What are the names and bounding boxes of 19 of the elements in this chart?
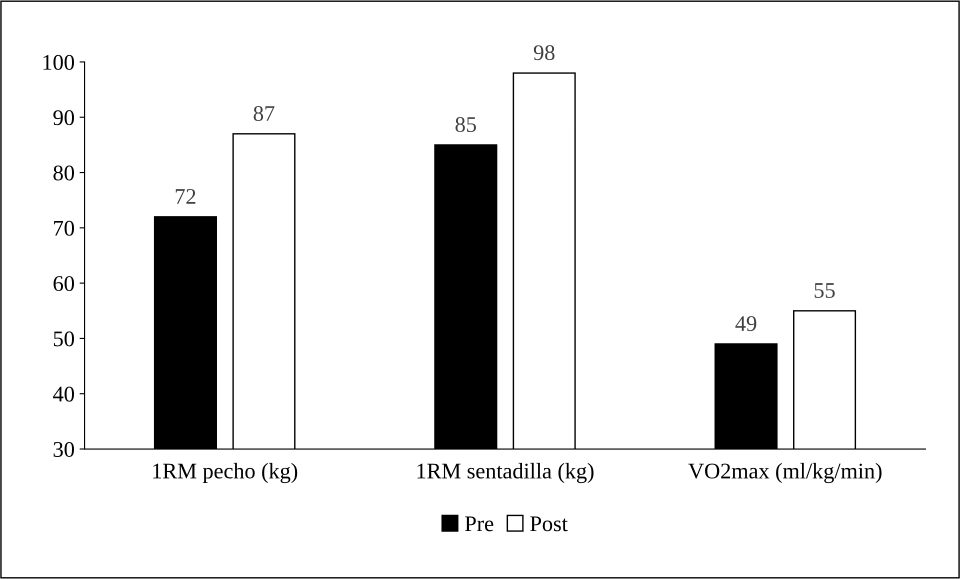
data-label: 55	[814, 283, 835, 298]
data-label: 98	[534, 45, 555, 60]
legend-label: Post	[530, 516, 568, 532]
y-tick-label: 70	[54, 220, 74, 236]
legend-label: Pre	[465, 516, 494, 532]
y-tick-label: 30	[54, 442, 74, 457]
y-tick-label: 90	[53, 110, 74, 126]
y-tick-label: 40	[53, 386, 74, 402]
x-tick-label: VO2max (ml/kg/min)	[688, 462, 882, 484]
data-label: 49	[735, 316, 756, 332]
y-tick-label: 50	[54, 331, 74, 346]
y-tick-label: 80	[53, 165, 74, 180]
data-label: 72	[176, 188, 196, 204]
x-tick-label: 1RM sentadilla (kg)	[417, 462, 594, 484]
data-label: 85	[456, 117, 476, 132]
data-label: 87	[254, 106, 274, 121]
y-tick-label: 100	[43, 54, 74, 70]
y-tick-label: 60	[54, 276, 74, 292]
x-tick-label: 1RM pecho (kg)	[153, 462, 298, 484]
